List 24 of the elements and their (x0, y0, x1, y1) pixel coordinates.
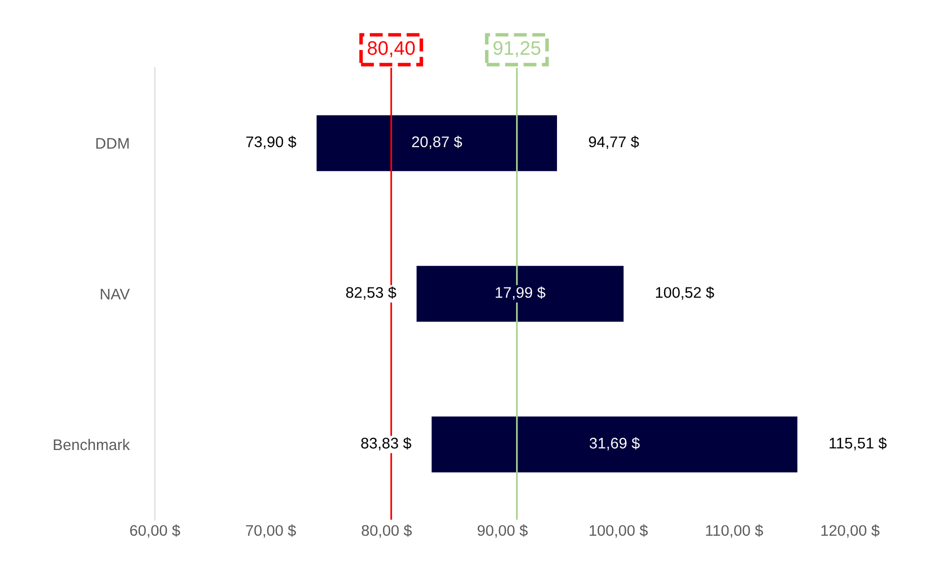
bar (315, 114, 558, 172)
ref-line-label: 80,40 (368, 41, 415, 58)
x-tick-label: 110,00 $ (706, 524, 764, 538)
annotation: 83,83 $ (361, 437, 412, 450)
x-tick-label: 80,00 $ (362, 524, 412, 538)
y-tick-label: Benchmark (54, 438, 130, 450)
x-tick-label: 90,00 $ (478, 524, 528, 538)
y-tick-label: DDM (96, 138, 129, 149)
bar (430, 415, 799, 474)
x-tick-label: 60,00 $ (130, 524, 180, 538)
x-tick-label: 70,00 $ (246, 524, 296, 538)
x-tick-label: 100,00 $ (590, 524, 648, 538)
bar (415, 264, 625, 324)
data-label: 17,99 $ (496, 286, 546, 300)
annotation: 73,90 $ (246, 136, 296, 150)
annotation: 100,52 $ (656, 286, 714, 300)
annotation: 115,51 $ (830, 437, 887, 450)
x-tick-label: 120,00 $ (821, 524, 880, 538)
annotation: 94,77 $ (588, 136, 639, 150)
data-label: 20,87 $ (412, 136, 462, 150)
ref-line-label: 91,25 (493, 41, 540, 58)
data-label: 31,69 $ (590, 437, 640, 450)
annotation: 82,53 $ (346, 286, 396, 300)
y-tick-label: NAV (100, 288, 130, 300)
